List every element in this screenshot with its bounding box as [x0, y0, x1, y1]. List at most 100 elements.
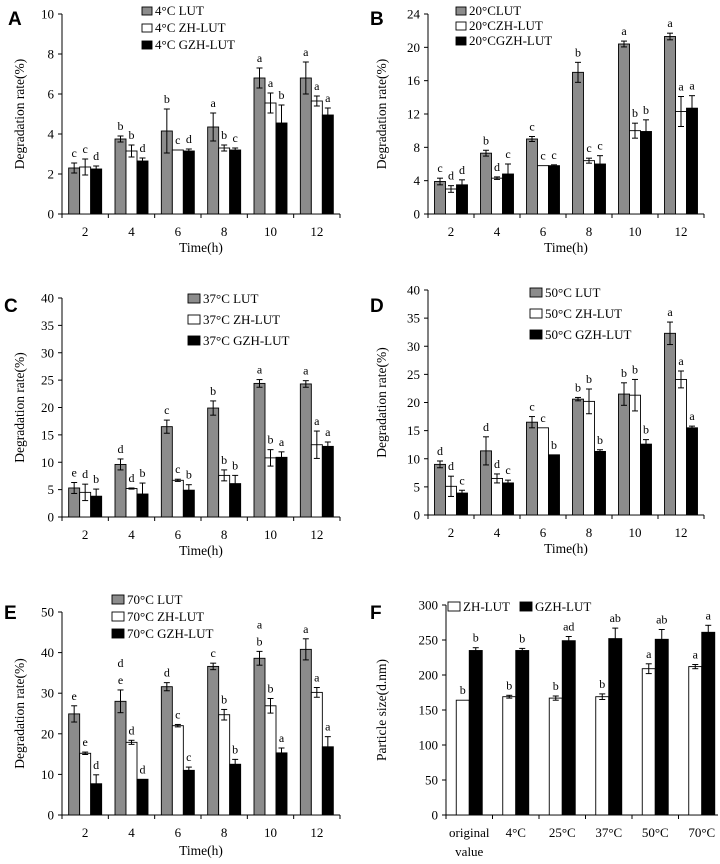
significance-letter: a	[279, 731, 285, 745]
bar	[455, 699, 470, 816]
significance-letter: a	[325, 425, 331, 439]
legend-label: 20°CZH-LUT	[469, 18, 543, 33]
y-tick-label: 20	[407, 40, 420, 55]
bar	[686, 107, 698, 215]
legend-swatch	[447, 601, 461, 612]
bar	[434, 463, 446, 516]
significance-letter: b	[483, 133, 489, 147]
bar	[136, 160, 149, 215]
bar	[701, 631, 716, 816]
bar	[548, 165, 560, 215]
x-tick-label: 25°C	[549, 825, 576, 840]
significance-letter: e	[72, 466, 77, 480]
significance-letter: b	[221, 453, 227, 467]
bar	[171, 725, 184, 816]
significance-letter: a	[678, 80, 684, 94]
legend-label: 4°C GZH-LUT	[155, 37, 235, 52]
x-tick-label: 6	[175, 825, 182, 840]
significance-letter: b	[140, 466, 146, 480]
bar	[537, 165, 549, 215]
x-tick-label: 4	[494, 525, 501, 540]
significance-letter: a	[314, 79, 320, 93]
legend-label: 37°C ZH-LUT	[203, 312, 280, 327]
bar	[229, 149, 242, 215]
y-axis-title: Degradation rate(%)	[12, 658, 27, 769]
panel-label: D	[370, 296, 384, 317]
bar	[321, 114, 334, 215]
bar	[537, 427, 549, 516]
significance-letter: c	[175, 707, 180, 721]
significance-letter: c	[233, 131, 238, 145]
y-tick-label: 10	[41, 7, 54, 22]
significance-letter: a	[689, 79, 695, 93]
significance-letter: c	[437, 161, 442, 175]
significance-letter: d	[129, 471, 135, 485]
legend-swatch	[529, 287, 543, 298]
bar	[299, 77, 312, 215]
y-tick-label: 25	[407, 367, 420, 382]
bar	[618, 43, 630, 215]
significance-letter: c	[551, 148, 556, 162]
y-tick-label: 0	[414, 207, 421, 222]
legend-swatch	[455, 21, 467, 31]
bar	[218, 714, 231, 816]
significance-letter: b	[519, 631, 525, 645]
y-tick-label: 0	[432, 808, 439, 823]
significance-letter: d	[448, 169, 454, 183]
legend-swatch	[111, 611, 125, 622]
x-axis-title: Time(h)	[179, 240, 223, 255]
bar	[310, 691, 323, 816]
y-tick-label: 4	[414, 173, 421, 188]
bar	[491, 177, 503, 215]
x-tick-label: 10	[264, 527, 277, 542]
significance-letter: b	[575, 45, 581, 59]
bar	[160, 686, 173, 816]
bar	[79, 752, 92, 816]
significance-letter: b	[232, 742, 238, 756]
significance-letter: b	[221, 128, 227, 142]
x-tick-label-line1: original	[449, 825, 490, 840]
significance-letter: a	[693, 648, 699, 662]
y-tick-label: 16	[407, 73, 421, 88]
bar	[310, 100, 323, 215]
bar	[207, 665, 220, 816]
y-tick-label: 10	[41, 767, 54, 782]
legend-swatch	[455, 36, 467, 46]
bar	[68, 167, 81, 215]
legend: 4°C LUT 4°C ZH-LUT 4°C GZH-LUT	[141, 3, 235, 52]
significance-letter: e	[83, 735, 88, 749]
y-tick-label: 0	[48, 510, 55, 525]
significance-letter: a	[325, 720, 331, 734]
legend: ZH-LUT GZH-LUT	[447, 599, 591, 614]
significance-letter: ad	[563, 620, 574, 634]
bar	[526, 421, 538, 516]
y-tick-label: 40	[407, 283, 420, 298]
significance-letter: a	[279, 435, 285, 449]
bar	[114, 463, 127, 518]
y-tick-label: 12	[407, 107, 420, 122]
x-tick-label: 4	[494, 224, 501, 239]
significance-letter: a	[314, 671, 320, 685]
significance-letter: b	[553, 679, 559, 693]
x-tick-label: 4	[128, 224, 135, 239]
bar	[664, 36, 676, 215]
bar	[572, 71, 584, 215]
legend-label: 37°C GZH-LUT	[203, 333, 289, 348]
bar	[583, 160, 595, 215]
legend-swatch	[141, 40, 153, 50]
y-tick-label: 0	[48, 207, 55, 222]
bar	[515, 650, 530, 816]
y-tick-label: 6	[48, 87, 55, 102]
significance-letter: c	[505, 147, 510, 161]
x-tick-label: 2	[448, 525, 455, 540]
significance-letter: a	[268, 76, 274, 90]
significance-letter: d	[140, 762, 146, 776]
significance-letter-extra: a	[257, 617, 263, 631]
significance-letter: b	[643, 423, 649, 437]
bar	[275, 752, 288, 816]
significance-letter: a	[667, 16, 673, 30]
y-tick-label: 20	[407, 395, 420, 410]
